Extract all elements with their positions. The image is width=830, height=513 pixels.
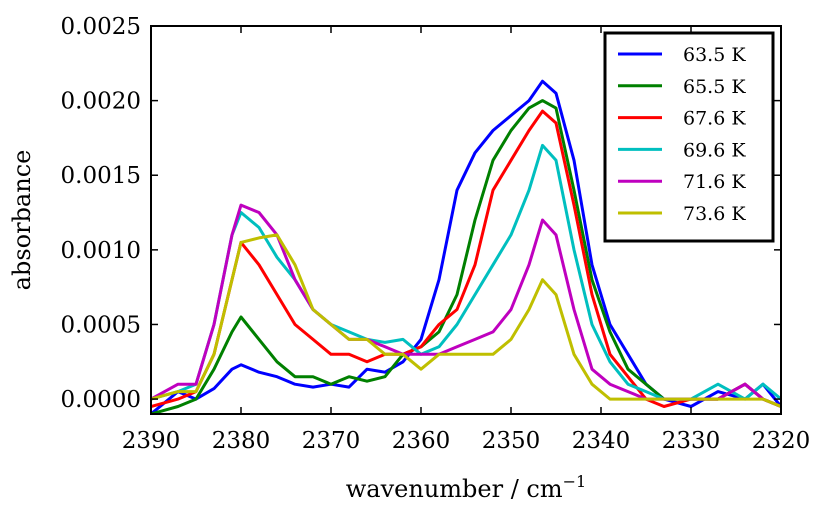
- x-tick-label: 2350: [482, 428, 541, 454]
- legend-label: 73.6 K: [683, 203, 746, 225]
- x-axis-label-superscript: −1: [563, 472, 587, 491]
- y-tick-label: 0.0015: [61, 163, 141, 189]
- y-tick-label: 0.0005: [61, 312, 141, 338]
- legend-label: 69.6 K: [683, 139, 746, 161]
- legend-label: 71.6 K: [683, 171, 746, 193]
- y-tick-label: 0.0000: [61, 387, 141, 413]
- series-line-67-6-k: [151, 109, 781, 408]
- plot-frame: [150, 25, 782, 415]
- series-line-65-5-k: [151, 99, 781, 414]
- x-tick-label: 2320: [752, 428, 811, 454]
- series-layer: [151, 79, 781, 414]
- legend-label: 67.6 K: [683, 108, 746, 130]
- y-tick-label: 0.0025: [61, 14, 141, 40]
- legend-label: 63.5 K: [683, 44, 746, 66]
- x-tick-label: 2370: [302, 428, 361, 454]
- x-tick-label: 2390: [122, 428, 181, 454]
- x-axis-label: wavenumber / cm−1: [346, 472, 586, 503]
- x-tick-label: 2380: [212, 428, 271, 454]
- series-line-73-6-k: [151, 233, 781, 408]
- x-tick-label: 2360: [392, 428, 451, 454]
- y-tick-label: 0.0020: [61, 89, 141, 115]
- legend-label: 65.5 K: [683, 76, 746, 98]
- x-tick-label: 2330: [662, 428, 721, 454]
- legend-entries: 63.5 K 65.5 K 67.6 K 69.6 K 71.6 K 73.6 K: [618, 44, 746, 225]
- y-tick-label: 0.0010: [61, 238, 141, 264]
- x-axis-label-text: wavenumber / cm: [346, 475, 563, 503]
- ticks-layer: 2390 2380 2370 2360 2350 2340 2330 2320 0.0000 0.…: [61, 14, 811, 454]
- y-axis-label: absorbance: [8, 150, 36, 291]
- series-line-69-6-k: [151, 143, 781, 401]
- legend-box: [603, 31, 775, 243]
- legend: 63.5 K 65.5 K 67.6 K 69.6 K 71.6 K 73.6 K: [603, 31, 775, 243]
- x-tick-label: 2340: [572, 428, 631, 454]
